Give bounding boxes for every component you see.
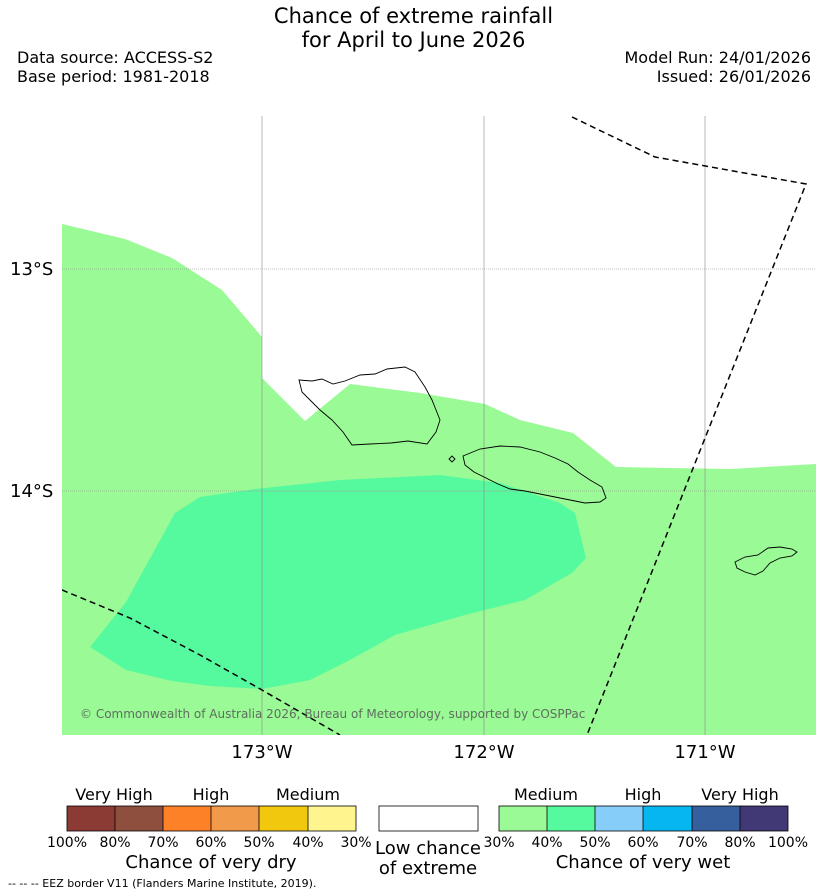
wet-swatch-4 bbox=[643, 806, 692, 831]
lat-label-13s: 13°S bbox=[10, 259, 53, 280]
dry-tick-100: 100% bbox=[47, 835, 87, 851]
model-run-block: Model Run: 24/01/2026 Issued: 26/01/2026 bbox=[625, 48, 812, 86]
issued-date: Issued: 26/01/2026 bbox=[656, 67, 811, 86]
dry-category-medium: Medium bbox=[276, 785, 340, 804]
eez-border-east bbox=[571, 116, 808, 735]
map-title: Chance of extreme rainfall for April to … bbox=[0, 4, 827, 52]
gridlines bbox=[62, 116, 816, 735]
base-period: Base period: 1981-2018 bbox=[17, 67, 210, 86]
dry-category-high: High bbox=[193, 785, 230, 804]
data-source: Data source: ACCESS-S2 bbox=[17, 48, 214, 67]
dry-swatch-4 bbox=[211, 806, 259, 831]
wet-category-high: High bbox=[625, 785, 662, 804]
dry-tick-50: 50% bbox=[243, 835, 274, 851]
neutral-caption-line-1: Low chance bbox=[375, 838, 481, 859]
dry-swatch-6 bbox=[308, 806, 356, 831]
legend-neutral: Low chance of extreme bbox=[375, 805, 481, 879]
copyright-notice: © Commonwealth of Australia 2026, Bureau… bbox=[80, 707, 585, 721]
wet-caption: Chance of very wet bbox=[556, 852, 731, 873]
neutral-swatch bbox=[378, 805, 479, 832]
eez-footnote: -- -- -- EEZ border V11 (Flanders Marine… bbox=[8, 877, 317, 890]
dry-swatch-5 bbox=[259, 806, 308, 831]
lon-label-171w: 171°W bbox=[674, 742, 735, 763]
wet-tick-70: 70% bbox=[676, 835, 707, 851]
dry-tick-30: 30% bbox=[340, 835, 371, 851]
dry-tick-80: 80% bbox=[99, 835, 130, 851]
dry-swatch-3 bbox=[163, 806, 211, 831]
wet-swatch-2 bbox=[547, 806, 595, 831]
wet-tick-40: 40% bbox=[531, 835, 562, 851]
title-line-1: Chance of extreme rainfall bbox=[273, 4, 554, 28]
dry-tick-60: 60% bbox=[195, 835, 226, 851]
islands bbox=[298, 366, 798, 576]
neutral-caption-line-2: of extreme bbox=[379, 858, 477, 879]
model-run: Model Run: 24/01/2026 bbox=[624, 48, 812, 67]
wet-tick-60: 60% bbox=[627, 835, 658, 851]
dry-category-very-high: Very High bbox=[75, 785, 152, 804]
wet-tick-30: 30% bbox=[483, 835, 514, 851]
wet-tick-50: 50% bbox=[579, 835, 610, 851]
dry-tick-40: 40% bbox=[292, 835, 323, 851]
map-area: © Commonwealth of Australia 2026, Bureau… bbox=[62, 116, 816, 735]
wet-category-medium: Medium bbox=[514, 785, 578, 804]
lon-label-172w: 172°W bbox=[453, 742, 514, 763]
lat-label-14s: 14°S bbox=[10, 481, 53, 502]
wet-swatch-3 bbox=[595, 806, 643, 831]
wet-tick-80: 80% bbox=[724, 835, 755, 851]
legend-wet: Medium High Very High 30% 40% 50% 60% 70… bbox=[483, 785, 808, 873]
wet-category-very-high: Very High bbox=[701, 785, 778, 804]
eez-border-south bbox=[62, 589, 341, 735]
legend-dry: Very High High Medium 100% 80% 70% 60% 5… bbox=[47, 785, 372, 873]
eez-borders bbox=[62, 116, 808, 735]
island-tutuila bbox=[734, 546, 798, 576]
dry-tick-70: 70% bbox=[147, 835, 178, 851]
dry-swatch-1 bbox=[67, 806, 115, 831]
wet-tick-100: 100% bbox=[768, 835, 808, 851]
wet-swatch-5 bbox=[692, 806, 740, 831]
data-source-block: Data source: ACCESS-S2 Base period: 1981… bbox=[17, 48, 213, 86]
wet-swatch-1 bbox=[499, 806, 547, 831]
title-line-2: for April to June 2026 bbox=[301, 28, 526, 52]
island-manono bbox=[448, 455, 456, 463]
wet-swatch-6 bbox=[740, 806, 788, 831]
island-upolu bbox=[462, 445, 607, 504]
island-savaii bbox=[298, 366, 441, 446]
lon-label-173w: 173°W bbox=[231, 742, 292, 763]
dry-caption: Chance of very dry bbox=[125, 852, 297, 873]
high-wet-region bbox=[90, 475, 586, 689]
dry-swatch-2 bbox=[115, 806, 163, 831]
